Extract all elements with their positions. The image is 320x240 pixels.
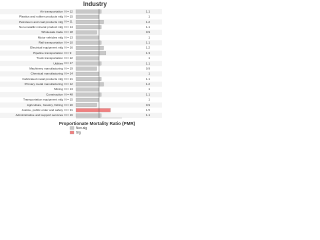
category-label: Mining (54, 87, 63, 91)
bar (75, 87, 100, 92)
value-label: 1.1 (146, 41, 151, 45)
value-label: 1 (148, 87, 150, 91)
value-label: 0.9 (146, 103, 151, 107)
count-label: N = 20 (65, 103, 74, 107)
bar (75, 103, 97, 107)
category-label: Petroleum and coal products mfg (19, 20, 63, 24)
legend-label: Sig (76, 130, 81, 134)
count-label: N = 15 (65, 98, 74, 102)
count-label: N = 48 (65, 92, 74, 96)
bar (75, 35, 100, 40)
value-label: 1.1 (146, 113, 151, 117)
value-label: 1.1 (146, 9, 151, 13)
bar (75, 97, 100, 102)
count-label: N = 15 (65, 15, 74, 19)
category-label: Utilities (53, 61, 63, 65)
bar (75, 82, 104, 87)
bar (75, 66, 97, 71)
count-label: N = 14 (65, 72, 74, 76)
chart-title: Industry (83, 2, 107, 8)
legend-swatch (69, 130, 75, 135)
value-label: 1.2 (146, 46, 151, 50)
count-label: N = 17 (65, 61, 74, 65)
value-label: 0.9 (146, 30, 151, 34)
bar (75, 25, 102, 30)
value-label: 1.2 (146, 20, 151, 24)
legend-label: Non-sig (76, 126, 87, 130)
bar (75, 108, 111, 113)
category-label: Justice, public order and safety (22, 108, 64, 112)
bar (75, 30, 97, 35)
bar (75, 77, 102, 81)
count-label: N = 21 (65, 77, 74, 81)
category-label: Non-metallic mineral product mfg (19, 25, 63, 29)
x-axis-label: Proportionate Mortality Ratio (PMR) (59, 121, 136, 126)
bar (75, 61, 102, 66)
count-label: N = 18 (65, 30, 74, 34)
value-label: 1 (148, 15, 150, 19)
category-label: Electrical equipment mfg (30, 46, 63, 50)
value-label: 1 (148, 56, 150, 60)
value-label: 1.1 (146, 61, 151, 65)
chart: Industry Proportionate Mortality Ratio (… (0, 2, 162, 135)
legend-swatch (69, 126, 75, 130)
count-label: N = 14 (65, 25, 74, 29)
category-label: Plastics and rubber products mfg (19, 15, 63, 19)
category-label: Primary metal manufacturing (25, 82, 64, 86)
count-label: N = 12 (65, 9, 74, 13)
category-label: Rail transportation (39, 41, 64, 45)
page: {"chart_data": {"type": "bar", "orientat… (0, 0, 162, 135)
category-label: Fabricated metal products mfg (22, 77, 63, 81)
count-label: N = 10 (65, 40, 74, 44)
category-label: Transportation equipment mfg (23, 98, 63, 102)
bar (75, 113, 102, 118)
count-label: N = 22 (65, 56, 74, 60)
value-label: 1 (148, 72, 150, 76)
count-label: N = 19 (65, 66, 74, 70)
category-label: Wholesale trade (41, 30, 63, 34)
value-label: 1.5 (146, 108, 151, 112)
bar (75, 46, 104, 50)
bar (75, 51, 106, 56)
category-label: Motor vehicles mfg (38, 35, 64, 39)
count-label: N = 12 (65, 82, 74, 86)
value-label: 1.1 (146, 92, 151, 96)
value-label: 1.1 (146, 25, 151, 29)
bar (75, 40, 102, 45)
count-label: N = 16 (65, 113, 74, 117)
value-label: 1 (148, 98, 150, 102)
count-label: N = 9 (65, 51, 72, 55)
value-label: 0.9 (146, 66, 151, 70)
bar (75, 20, 104, 24)
bar (75, 14, 100, 19)
category-label: Pipeline transportation (33, 51, 63, 55)
count-label: N = 16 (65, 46, 74, 50)
bar (75, 92, 102, 97)
value-label: 1 (148, 35, 150, 39)
count-label: N = 31 (65, 108, 74, 112)
category-label: Agriculture, forestry, fishing (27, 103, 63, 107)
value-label: 1.1 (146, 77, 151, 81)
category-label: Truck transportation (36, 56, 63, 60)
count-label: N = 13 (65, 87, 74, 91)
value-label: 1.3 (146, 51, 151, 55)
category-label: Construction (46, 92, 63, 96)
category-label: Administrative and support services (16, 113, 64, 117)
bar (75, 56, 100, 61)
category-label: Air transportation (40, 9, 63, 13)
count-label: N = 13 (65, 35, 74, 39)
value-label: 1.2 (146, 82, 151, 86)
bar (75, 71, 100, 76)
count-label: N = 11 (65, 20, 74, 24)
category-label: Chemical manufacturing (31, 72, 64, 76)
bar (75, 9, 102, 14)
category-label: Machinery manufacturing (29, 66, 63, 70)
